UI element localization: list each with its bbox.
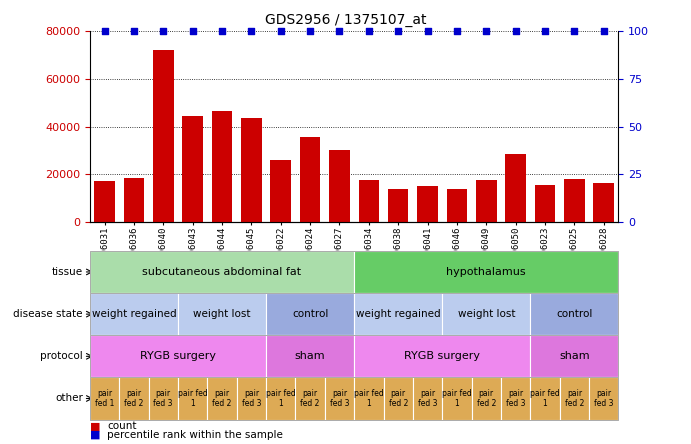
- Text: pair
fed 3: pair fed 3: [418, 389, 437, 408]
- Point: [216, 28, 227, 35]
- Point: [598, 28, 609, 35]
- Text: percentile rank within the sample: percentile rank within the sample: [107, 430, 283, 440]
- Bar: [564, 179, 585, 222]
- Text: weight lost: weight lost: [457, 309, 515, 319]
- Bar: [417, 186, 438, 222]
- Text: pair fed
1: pair fed 1: [178, 389, 207, 408]
- Text: subcutaneous abdominal fat: subcutaneous abdominal fat: [142, 267, 301, 277]
- Point: [275, 28, 286, 35]
- Bar: [359, 180, 379, 222]
- Text: pair
fed 3: pair fed 3: [153, 389, 173, 408]
- Bar: [270, 160, 291, 222]
- Bar: [94, 182, 115, 222]
- Text: hypothalamus: hypothalamus: [446, 267, 526, 277]
- Text: pair
fed 2: pair fed 2: [212, 389, 231, 408]
- Point: [510, 28, 521, 35]
- Bar: [329, 151, 350, 222]
- Text: pair
fed 3: pair fed 3: [330, 389, 349, 408]
- Bar: [594, 182, 614, 222]
- Bar: [211, 111, 232, 222]
- Text: pair
fed 2: pair fed 2: [565, 389, 584, 408]
- Point: [129, 28, 140, 35]
- Point: [187, 28, 198, 35]
- Bar: [124, 178, 144, 222]
- Text: ■: ■: [90, 421, 100, 431]
- Text: tissue: tissue: [52, 267, 83, 277]
- Text: other: other: [55, 393, 83, 404]
- Point: [451, 28, 462, 35]
- Bar: [476, 180, 497, 222]
- Point: [392, 28, 404, 35]
- Bar: [446, 189, 467, 222]
- Bar: [153, 50, 173, 222]
- Point: [363, 28, 375, 35]
- Point: [481, 28, 492, 35]
- Text: weight regained: weight regained: [356, 309, 440, 319]
- Text: sham: sham: [295, 351, 325, 361]
- Point: [305, 28, 316, 35]
- Text: pair
fed 3: pair fed 3: [594, 389, 614, 408]
- Text: RYGB surgery: RYGB surgery: [404, 351, 480, 361]
- Bar: [535, 185, 556, 222]
- Text: weight lost: weight lost: [193, 309, 251, 319]
- Text: ■: ■: [90, 430, 100, 440]
- Text: protocol: protocol: [40, 351, 83, 361]
- Text: pair fed
1: pair fed 1: [354, 389, 384, 408]
- Point: [99, 28, 110, 35]
- Text: control: control: [292, 309, 328, 319]
- Bar: [505, 154, 526, 222]
- Point: [540, 28, 551, 35]
- Bar: [241, 118, 262, 222]
- Text: weight regained: weight regained: [92, 309, 176, 319]
- Bar: [300, 137, 321, 222]
- Text: pair
fed 2: pair fed 2: [388, 389, 408, 408]
- Point: [158, 28, 169, 35]
- Text: sham: sham: [559, 351, 589, 361]
- Text: GDS2956 / 1375107_at: GDS2956 / 1375107_at: [265, 13, 426, 28]
- Point: [422, 28, 433, 35]
- Text: pair
fed 2: pair fed 2: [477, 389, 496, 408]
- Text: pair fed
1: pair fed 1: [530, 389, 560, 408]
- Text: pair fed
1: pair fed 1: [442, 389, 472, 408]
- Text: disease state: disease state: [13, 309, 83, 319]
- Bar: [388, 189, 408, 222]
- Text: pair
fed 3: pair fed 3: [242, 389, 261, 408]
- Point: [246, 28, 257, 35]
- Text: count: count: [107, 421, 137, 431]
- Text: pair fed
1: pair fed 1: [266, 389, 296, 408]
- Point: [334, 28, 345, 35]
- Text: pair
fed 2: pair fed 2: [124, 389, 144, 408]
- Text: pair
fed 2: pair fed 2: [301, 389, 320, 408]
- Bar: [182, 116, 203, 222]
- Text: pair
fed 1: pair fed 1: [95, 389, 114, 408]
- Text: control: control: [556, 309, 593, 319]
- Text: pair
fed 3: pair fed 3: [506, 389, 525, 408]
- Point: [569, 28, 580, 35]
- Text: RYGB surgery: RYGB surgery: [140, 351, 216, 361]
